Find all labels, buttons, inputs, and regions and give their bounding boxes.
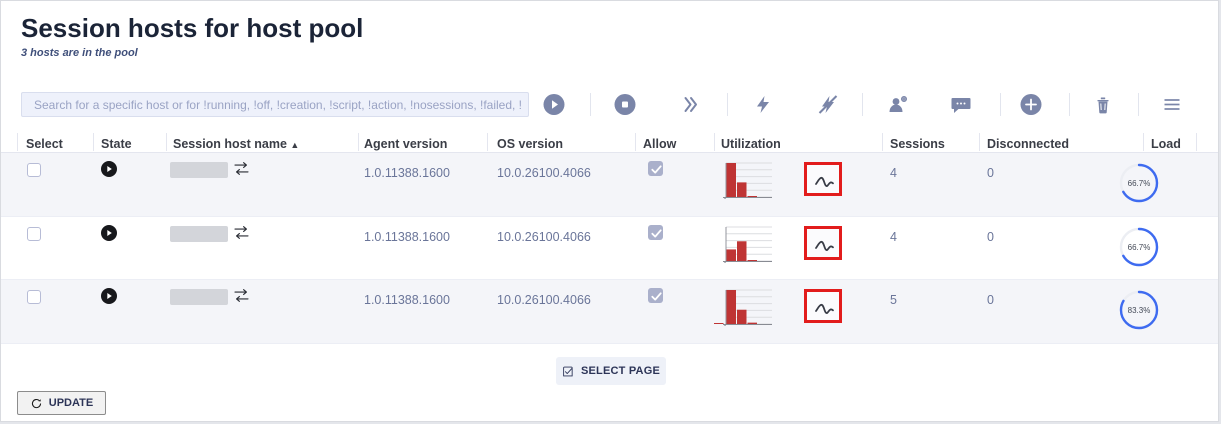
svg-text:66.7%: 66.7% (1128, 179, 1151, 188)
svg-text:66.7%: 66.7% (1128, 243, 1151, 252)
svg-text:83.3%: 83.3% (1128, 307, 1151, 316)
